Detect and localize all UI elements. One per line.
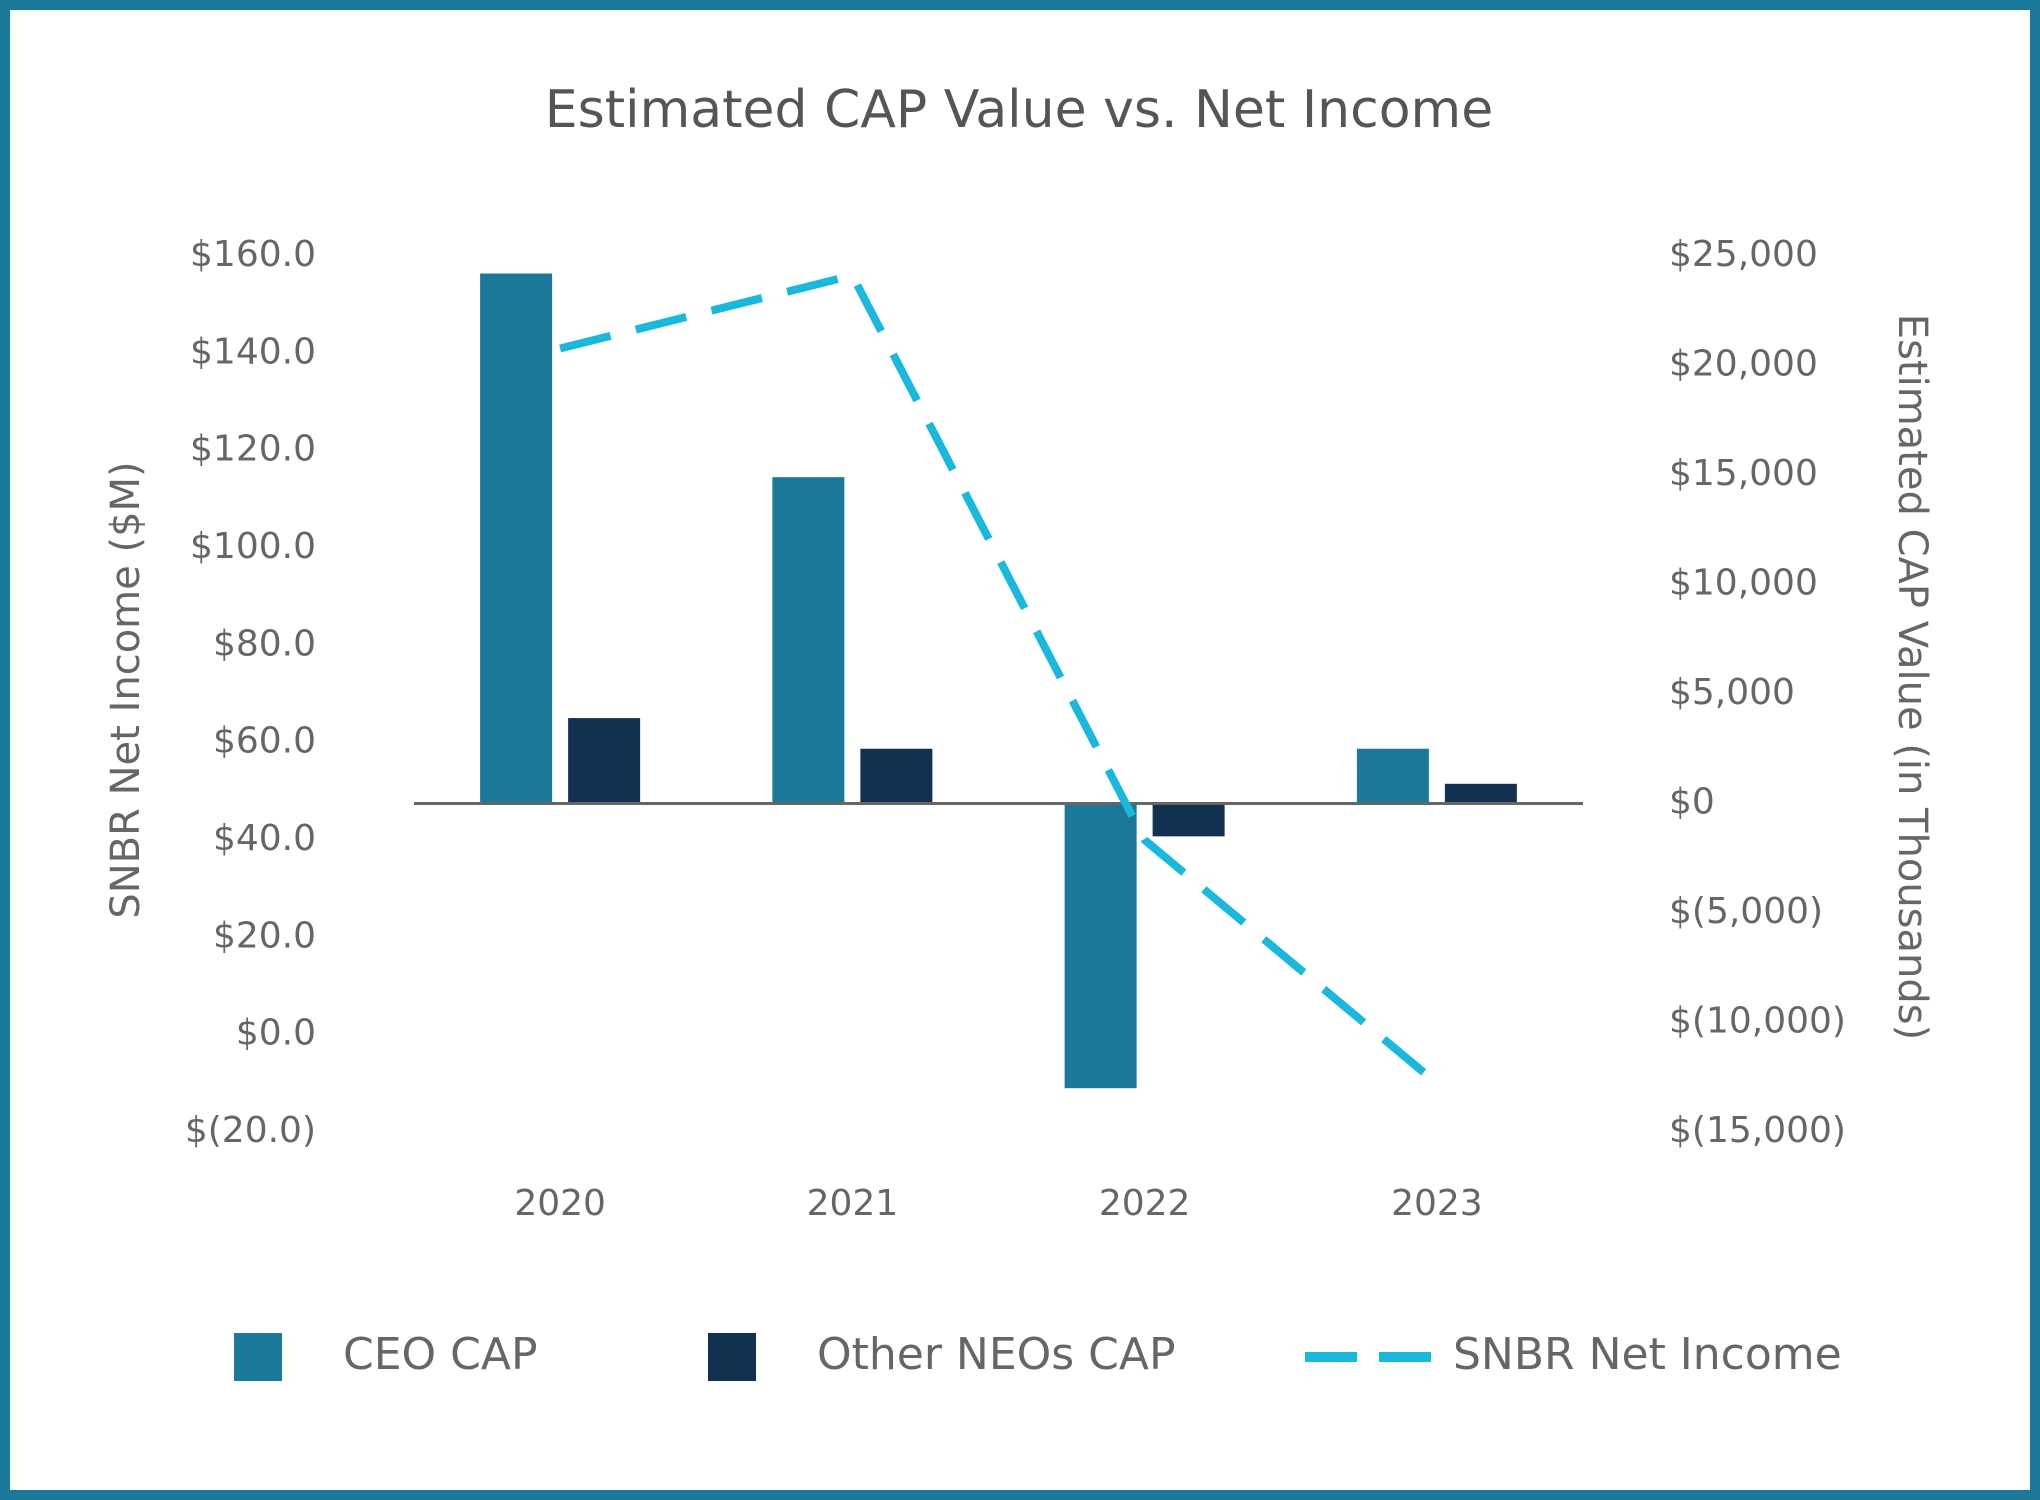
y2-tick-label: $(5,000) <box>1669 891 1823 932</box>
y-axis-title: SNBR Net Income ($M) <box>103 461 149 918</box>
y-tick-label: $140.0 <box>190 331 316 372</box>
y2-tick-label: $0 <box>1669 782 1715 823</box>
y2-tick-label: $(10,000) <box>1669 1001 1846 1042</box>
y-tick-label: $(20.0) <box>185 1110 316 1151</box>
bar <box>1064 803 1137 1089</box>
bar <box>568 718 641 804</box>
x-tick-label: 2020 <box>514 1183 606 1224</box>
y2-tick-label: $(15,000) <box>1669 1110 1846 1151</box>
y2-tick-label: $15,000 <box>1669 453 1818 494</box>
bar <box>480 273 553 804</box>
legend-swatch <box>708 1333 756 1381</box>
legend-label: SNBR Net Income <box>1453 1329 1842 1380</box>
y-tick-label: $100.0 <box>190 526 316 567</box>
y-tick-label: $160.0 <box>190 234 316 275</box>
bar <box>772 477 845 804</box>
y2-tick-label: $25,000 <box>1669 234 1818 275</box>
bar <box>1356 748 1429 804</box>
y2-axis-title: Estimated CAP Value (in Thousands) <box>1889 314 1935 1040</box>
line <box>559 270 1440 1087</box>
y2-tick-label: $10,000 <box>1669 563 1818 604</box>
legend-label: CEO CAP <box>343 1329 538 1380</box>
y2-tick-label: $5,000 <box>1669 672 1795 713</box>
bar <box>1444 783 1517 804</box>
bar <box>1152 803 1225 837</box>
y-tick-label: $120.0 <box>190 429 316 470</box>
y-tick-label: $40.0 <box>213 818 316 859</box>
y-tick-label: $20.0 <box>213 915 316 956</box>
bar <box>860 748 933 804</box>
legend-label: Other NEOs CAP <box>817 1329 1176 1380</box>
legend-swatch <box>234 1333 282 1381</box>
chart-title: Estimated CAP Value vs. Net Income <box>545 80 1493 140</box>
x-tick-label: 2021 <box>807 1183 899 1224</box>
y2-tick-label: $20,000 <box>1669 344 1818 385</box>
y-tick-label: $60.0 <box>213 721 316 762</box>
y-tick-label: $80.0 <box>213 623 316 664</box>
x-tick-label: 2022 <box>1099 1183 1191 1224</box>
y-tick-label: $0.0 <box>236 1013 316 1054</box>
x-tick-label: 2023 <box>1391 1183 1483 1224</box>
